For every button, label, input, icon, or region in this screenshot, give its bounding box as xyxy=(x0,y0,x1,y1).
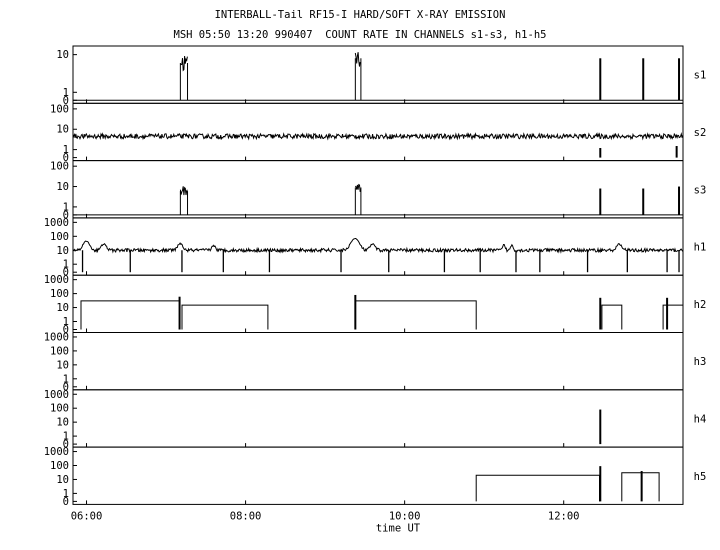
series-h1 xyxy=(72,238,684,254)
step-h2-3 xyxy=(601,304,623,330)
panel-label-s3: s3 xyxy=(694,184,707,196)
ytick-label-h5-3: 100 xyxy=(50,460,69,472)
panel-frame-h2 xyxy=(72,274,684,334)
xtick-label-2: 10:00 xyxy=(389,510,421,522)
step-h2-4 xyxy=(662,304,684,330)
panel-label-s1: s1 xyxy=(694,70,707,82)
ytick-label-s3-0: 0 xyxy=(63,209,69,221)
ytick-label-h5-2: 10 xyxy=(56,474,69,486)
ytick-label-h2-3: 100 xyxy=(50,288,69,300)
ytick-label-s3-2: 10 xyxy=(56,181,69,193)
step-h5-0 xyxy=(475,474,600,502)
ytick-label-h2-4: 1000 xyxy=(44,274,69,286)
ytick-label-h5-0: 0 xyxy=(63,496,69,508)
ytick-label-h1-0: 0 xyxy=(63,267,69,279)
ytick-label-h2-1: 1 xyxy=(63,316,69,328)
ytick-label-s2-3: 100 xyxy=(50,103,69,115)
ytick-label-h4-0: 0 xyxy=(63,439,69,451)
ytick-label-h5-1: 1 xyxy=(63,488,69,500)
ytick-label-h4-1: 1 xyxy=(63,431,69,443)
ytick-label-h3-3: 100 xyxy=(50,345,69,357)
series-s3-burst-1 xyxy=(179,186,188,196)
panel-label-h5: h5 xyxy=(694,471,707,483)
ytick-label-h4-3: 100 xyxy=(50,403,69,415)
x-axis-label: time UT xyxy=(376,522,421,534)
panel-frame-h4 xyxy=(72,389,684,448)
panel-label-s2: s2 xyxy=(694,127,707,139)
panel-frame-h3 xyxy=(72,332,684,391)
ytick-label-h3-1: 1 xyxy=(63,373,69,385)
ytick-label-s1-0: 0 xyxy=(63,95,69,107)
panel-frame-s2 xyxy=(72,102,684,162)
step-h2-1 xyxy=(181,304,269,330)
ytick-label-h3-4: 1000 xyxy=(44,331,69,343)
ytick-label-s2-1: 1 xyxy=(63,144,69,156)
panel-frame-s3 xyxy=(72,160,684,219)
ytick-label-h1-2: 10 xyxy=(56,245,69,257)
panel-frame-s1 xyxy=(72,45,684,104)
series-s3-burst-2 xyxy=(355,183,361,192)
xtick-label-0: 06:00 xyxy=(71,510,103,522)
ytick-label-h1-4: 1000 xyxy=(44,217,69,229)
chart-title: INTERBALL-Tail RF15-I HARD/SOFT X-RAY EM… xyxy=(214,9,506,21)
step-h2-0 xyxy=(80,300,181,330)
ytick-label-s1-2: 10 xyxy=(56,49,69,61)
ytick-label-s2-2: 10 xyxy=(56,124,69,136)
panel-frame-h1 xyxy=(72,217,684,276)
series-s1-burst-2 xyxy=(354,52,361,67)
step-h5-1 xyxy=(621,472,660,502)
ytick-label-h5-4: 1000 xyxy=(44,446,69,458)
xtick-label-3: 12:00 xyxy=(548,510,580,522)
xtick-label-1: 08:00 xyxy=(230,510,262,522)
panel-label-h1: h1 xyxy=(694,242,707,254)
ytick-label-s3-3: 100 xyxy=(50,161,69,173)
panel-label-h4: h4 xyxy=(694,413,707,425)
series-s2 xyxy=(72,132,684,141)
ytick-label-h4-4: 1000 xyxy=(44,389,69,401)
ytick-label-s3-1: 1 xyxy=(63,201,69,213)
panel-label-h3: h3 xyxy=(694,356,707,368)
series-s1-burst-1 xyxy=(180,55,188,72)
ytick-label-h1-1: 1 xyxy=(63,259,69,271)
ytick-label-s1-1: 1 xyxy=(63,87,69,99)
ytick-label-h3-0: 0 xyxy=(63,381,69,393)
ytick-label-h3-2: 10 xyxy=(56,359,69,371)
ytick-label-h2-2: 10 xyxy=(56,302,69,314)
chart-subtitle: MSH 05:50 13:20 990407 COUNT RATE IN CHA… xyxy=(173,29,547,41)
ytick-label-h4-2: 10 xyxy=(56,417,69,429)
panel-label-h2: h2 xyxy=(694,299,707,311)
ytick-label-h1-3: 100 xyxy=(50,231,69,243)
ytick-label-s2-0: 0 xyxy=(63,152,69,164)
panel-frame-h5 xyxy=(72,446,684,505)
step-h2-2 xyxy=(354,300,477,330)
ytick-label-h2-0: 0 xyxy=(63,324,69,336)
